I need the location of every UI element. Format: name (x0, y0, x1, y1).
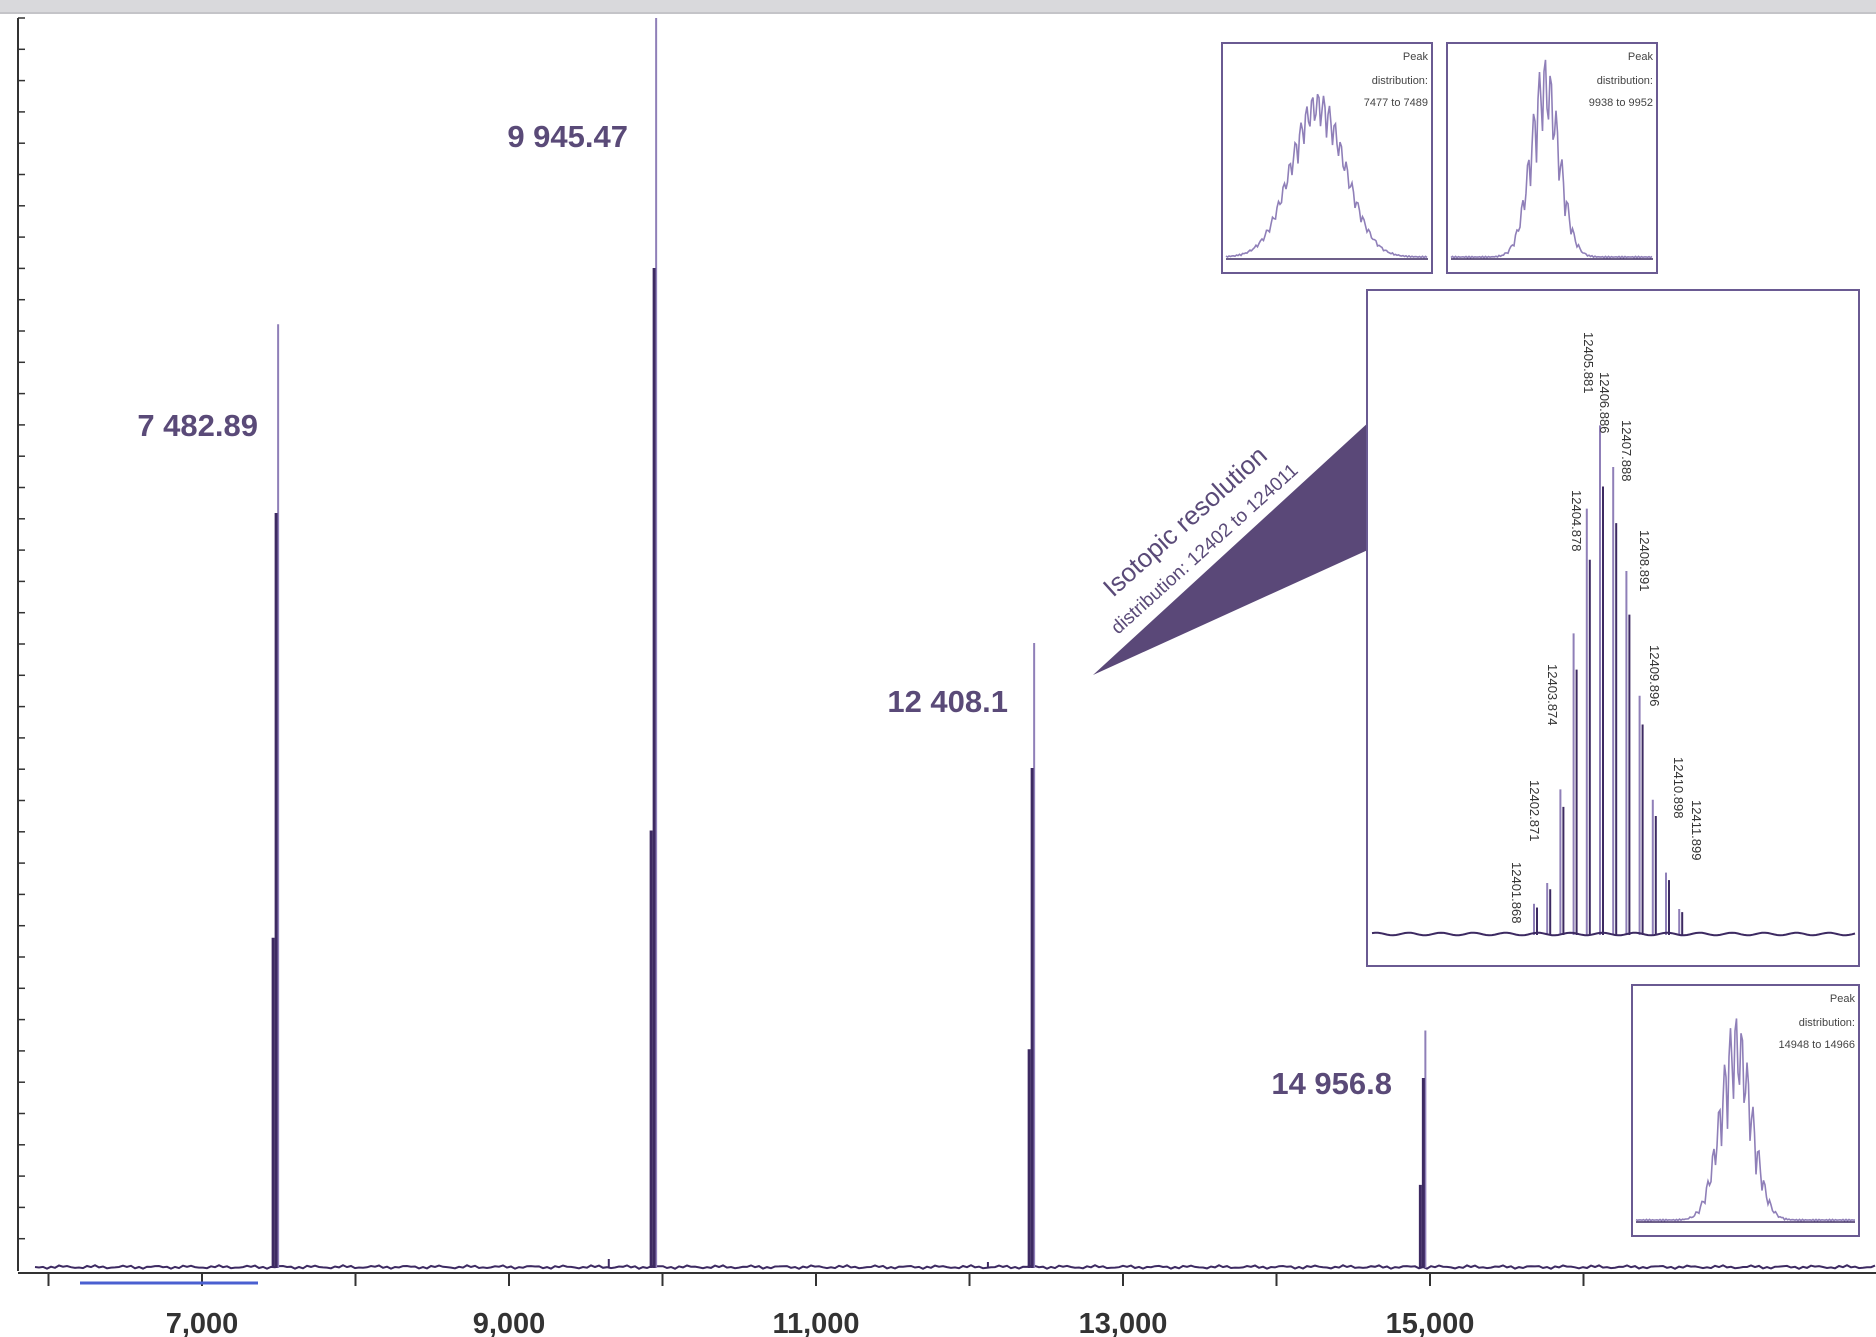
peak-label-14956: 14 956.8 (1271, 1066, 1392, 1101)
inset-frame-14948 (1631, 984, 1860, 1237)
peak-label-7482: 7 482.89 (137, 408, 258, 443)
isotope-peak-label: 12402.871 (1527, 780, 1542, 841)
spectrum-trace-group (34, 18, 1876, 1270)
inset-peak-9938: Peak distribution: 9938 to 9952 (1446, 42, 1658, 274)
callout-wedge (1093, 421, 1370, 675)
x-tick-label-15000: 15,000 (1386, 1308, 1475, 1337)
isotope-peak-label: 12403.874 (1545, 664, 1560, 725)
inset-title-line2: distribution: (1799, 1017, 1855, 1029)
x-tick-label-9000: 9,000 (473, 1308, 546, 1337)
inset-peak-7477: Peak distribution: 7477 to 7489 (1221, 42, 1433, 274)
inset-trace-7477 (1225, 93, 1428, 260)
isotopic-callout: Isotopic resolution distribution: 12402 … (1093, 421, 1370, 675)
peak-label-9945: 9 945.47 (507, 119, 628, 154)
isotope-peak-label: 12409.896 (1647, 645, 1662, 706)
inset-title-line1: Peak (1830, 993, 1856, 1005)
inset-peak-14948: Peak distribution: 14948 to 14966 (1631, 984, 1860, 1237)
isotope-peak-label: 12410.898 (1671, 757, 1686, 818)
inset-title-line2: distribution: (1597, 75, 1653, 87)
inset-title-line3: 14948 to 14966 (1779, 1039, 1855, 1051)
inset-trace-isotopic (1371, 425, 1856, 937)
x-tick-label-11000: 11,000 (772, 1308, 859, 1337)
axes-group (17, 17, 1876, 1286)
isotope-peak-label: 12401.868 (1509, 862, 1524, 923)
inset-frame-7477 (1221, 42, 1433, 274)
peak-labels-group: 7 482.89 9 945.47 12 408.1 14 956.8 (137, 119, 1392, 1101)
x-tick-label-13000: 13,000 (1079, 1308, 1168, 1337)
inset-trace-9938 (1450, 59, 1653, 260)
inset-title-line3: 9938 to 9952 (1589, 97, 1653, 109)
inset-isotopic: 12401.868 12402.871 12403.874 12404.878 1240… (1366, 289, 1860, 967)
isotope-peak-label: 12411.899 (1689, 800, 1704, 861)
spectrum-baseline (34, 1264, 1876, 1270)
inset-title-line2: distribution: (1372, 75, 1428, 87)
x-tick-labels-group: 7,000 9,000 11,000 13,000 15,000 (166, 1308, 1475, 1337)
peak-label-12408: 12 408.1 (887, 684, 1008, 719)
inset-envelope (1225, 93, 1428, 259)
isotopic-peak-labels: 12401.868 12402.871 12403.874 12404.878 1240… (1509, 332, 1704, 923)
inset-title-line1: Peak (1628, 51, 1654, 63)
window-top-band (0, 0, 1876, 14)
isotope-peak-label: 12404.878 (1569, 490, 1584, 551)
inset-envelope (1450, 59, 1653, 259)
inset-frame-9938 (1446, 42, 1658, 274)
isotope-peak-label: 12406.886 (1597, 372, 1612, 433)
x-tick-label-7000: 7,000 (166, 1308, 239, 1337)
isotope-baseline (1371, 931, 1856, 937)
inset-title-line3: 7477 to 7489 (1364, 97, 1428, 109)
isotope-peak-label: 12407.888 (1619, 420, 1634, 481)
inset-trace-14948 (1635, 1018, 1855, 1223)
inset-title-line1: Peak (1403, 51, 1429, 63)
isotope-peak-label: 12408.891 (1637, 530, 1652, 591)
isotope-peak-label: 12405.881 (1581, 332, 1596, 393)
inset-envelope (1635, 1018, 1855, 1222)
